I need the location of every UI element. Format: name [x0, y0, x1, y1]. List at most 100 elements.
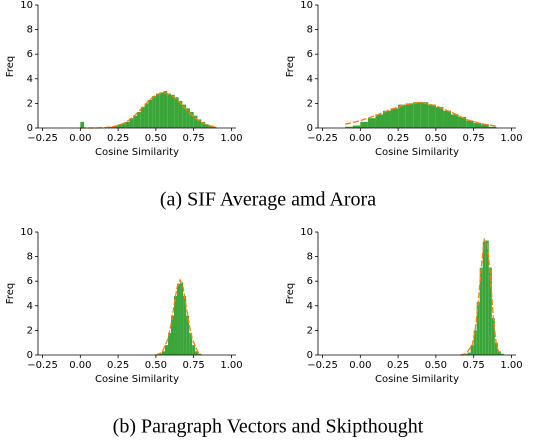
histogram-bar	[192, 345, 196, 355]
histogram-bar	[488, 267, 492, 355]
histogram-bar	[435, 107, 444, 128]
y-tick-label: 2	[27, 98, 33, 109]
histogram-bar	[390, 108, 399, 128]
fit-curve	[345, 101, 497, 127]
x-tick-label: −0.25	[307, 133, 338, 144]
x-tick-label: 0.00	[69, 360, 91, 371]
x-tick-label: −0.25	[27, 133, 58, 144]
histogram-bar	[174, 97, 179, 128]
histogram-bar	[443, 110, 452, 128]
histogram-bar	[382, 110, 391, 128]
histogram-bar	[458, 116, 467, 128]
histogram-bar	[178, 100, 183, 128]
histogram-bar	[494, 342, 498, 355]
histogram-bar	[352, 125, 361, 128]
y-tick-label: 10	[20, 0, 33, 11]
histogram-bar	[163, 91, 168, 128]
fit-curve	[80, 91, 217, 129]
y-tick-label: 2	[307, 98, 313, 109]
y-tick-label: 4	[27, 301, 33, 312]
y-tick-label: 8	[307, 25, 313, 36]
x-axis-label: Cosine Similarity	[375, 147, 459, 158]
histogram-bar	[148, 99, 153, 128]
y-tick-label: 10	[300, 0, 313, 11]
y-tick-label: 6	[27, 49, 33, 60]
x-tick-label: 0.00	[69, 133, 91, 144]
histogram-bar	[428, 104, 436, 128]
histogram-bar	[466, 120, 474, 128]
histogram-bar	[193, 115, 198, 128]
histogram-bar	[137, 112, 141, 128]
histogram-bar	[481, 124, 489, 128]
histogram-bar	[367, 118, 376, 128]
histogram-bar	[171, 94, 175, 128]
x-tick-label: 0.75	[463, 133, 485, 144]
histogram-bar	[198, 353, 202, 355]
x-axis-label: Cosine Similarity	[95, 374, 179, 385]
histogram-bar	[183, 295, 187, 355]
histogram-bar	[470, 345, 474, 355]
y-axis-label: Freq	[285, 283, 296, 304]
x-tick-label: 0.50	[425, 133, 447, 144]
x-tick-label: 0.50	[145, 360, 167, 371]
y-tick-label: 0	[307, 123, 313, 134]
x-tick-label: 0.00	[349, 360, 371, 371]
y-axis-label: Freq	[5, 56, 16, 77]
histogram-bar	[189, 332, 193, 355]
x-axis-label: Cosine Similarity	[375, 374, 459, 385]
x-tick-label: 0.25	[107, 360, 129, 371]
histogram-bar	[345, 126, 353, 128]
x-tick-label: 0.00	[349, 133, 371, 144]
x-tick-label: −0.25	[307, 360, 338, 371]
histogram-bar	[144, 103, 149, 128]
x-tick-label: 1.00	[220, 133, 242, 144]
y-tick-label: 0	[27, 123, 33, 134]
histogram-bar	[473, 330, 477, 355]
x-tick-label: 0.25	[387, 360, 409, 371]
histogram-bar	[186, 108, 190, 128]
histogram-bar	[164, 345, 168, 355]
histogram-bar	[133, 115, 137, 128]
x-tick-label: 0.50	[145, 133, 167, 144]
x-tick-label: 1.00	[500, 133, 522, 144]
y-tick-label: 0	[27, 350, 33, 361]
y-tick-label: 0	[307, 350, 313, 361]
histogram-bar	[161, 351, 165, 355]
y-tick-label: 10	[20, 227, 33, 238]
histogram-bar	[375, 114, 383, 128]
histogram-bar	[208, 125, 213, 128]
histogram-bar	[121, 123, 126, 128]
histogram-bar	[413, 102, 421, 128]
y-tick-label: 8	[27, 252, 33, 263]
histogram-bar	[158, 353, 162, 355]
histogram-bar	[197, 119, 202, 128]
histogram-bar	[420, 102, 429, 128]
fit-curve	[459, 237, 500, 356]
y-tick-label: 6	[307, 276, 313, 287]
histogram-bar	[398, 104, 406, 128]
y-tick-label: 10	[300, 227, 313, 238]
y-tick-label: 4	[27, 74, 33, 85]
y-tick-label: 4	[307, 301, 313, 312]
histogram-bar	[186, 315, 190, 355]
histogram-bar	[189, 112, 194, 128]
y-tick-label: 2	[307, 325, 313, 336]
histogram-bar	[464, 353, 468, 355]
histogram-bar	[195, 351, 199, 355]
y-tick-label: 6	[27, 276, 33, 287]
histogram-bar	[497, 351, 501, 355]
histogram-bar	[360, 121, 368, 128]
y-tick-label: 6	[307, 49, 313, 60]
histogram-bar	[155, 93, 160, 128]
histogram-bar	[473, 123, 482, 128]
fit-curve	[155, 278, 202, 356]
histogram-bar	[110, 126, 115, 128]
x-axis-label: Cosine Similarity	[95, 147, 179, 158]
histogram-bar	[152, 96, 156, 128]
histogram-bar	[491, 318, 495, 355]
y-tick-label: 4	[307, 74, 313, 85]
x-tick-label: 0.75	[463, 360, 485, 371]
histogram-bar	[167, 332, 172, 355]
histogram-bar	[159, 92, 164, 128]
